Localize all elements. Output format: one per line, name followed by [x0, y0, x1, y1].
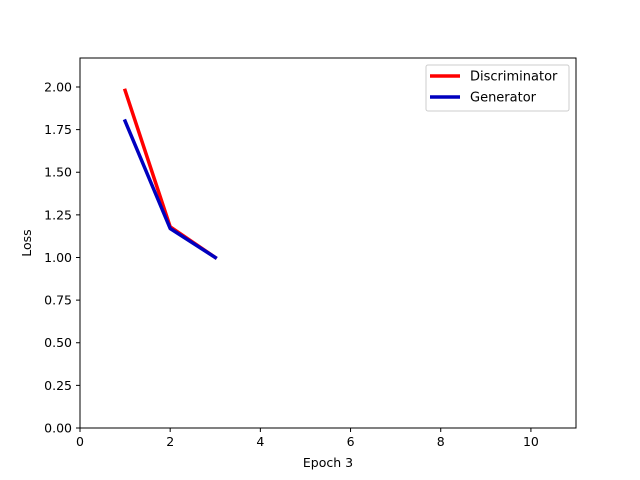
plot-frame — [79, 57, 577, 429]
y-tick-label: 0.75 — [44, 293, 72, 308]
y-tick-label: 2.00 — [44, 79, 72, 94]
legend: Discriminator Generator — [425, 64, 570, 112]
legend-label-discriminator: Discriminator — [470, 70, 558, 85]
x-axis-ticks: 0 2 4 6 8 10 — [76, 428, 539, 449]
y-axis-label: Loss — [19, 229, 34, 256]
series-line-generator — [122, 118, 218, 260]
y-tick-label: 0.25 — [44, 378, 72, 393]
x-tick-label: 6 — [347, 434, 355, 449]
x-tick-label: 4 — [256, 434, 264, 449]
x-tick-label: 8 — [437, 434, 445, 449]
y-tick-label: 1.00 — [44, 250, 72, 265]
y-tick-label: 1.50 — [44, 165, 72, 180]
y-tick-label: 1.25 — [44, 207, 72, 222]
x-axis-label: Epoch 3 — [303, 455, 353, 470]
y-tick-label: 0.00 — [44, 421, 72, 436]
x-tick-label: 2 — [166, 434, 174, 449]
series-line-discriminator — [122, 88, 218, 260]
y-tick-label: 1.75 — [44, 122, 72, 137]
x-tick-label: 10 — [523, 434, 539, 449]
y-axis-ticks: 0.00 0.25 0.50 0.75 1.00 1.25 1.50 1.75 2.00 — [44, 79, 80, 436]
y-tick-label: 0.50 — [44, 335, 72, 350]
x-tick-label: 0 — [76, 434, 84, 449]
legend-box — [425, 64, 570, 112]
legend-label-generator: Generator — [470, 91, 537, 106]
plot-lines — [122, 88, 218, 260]
